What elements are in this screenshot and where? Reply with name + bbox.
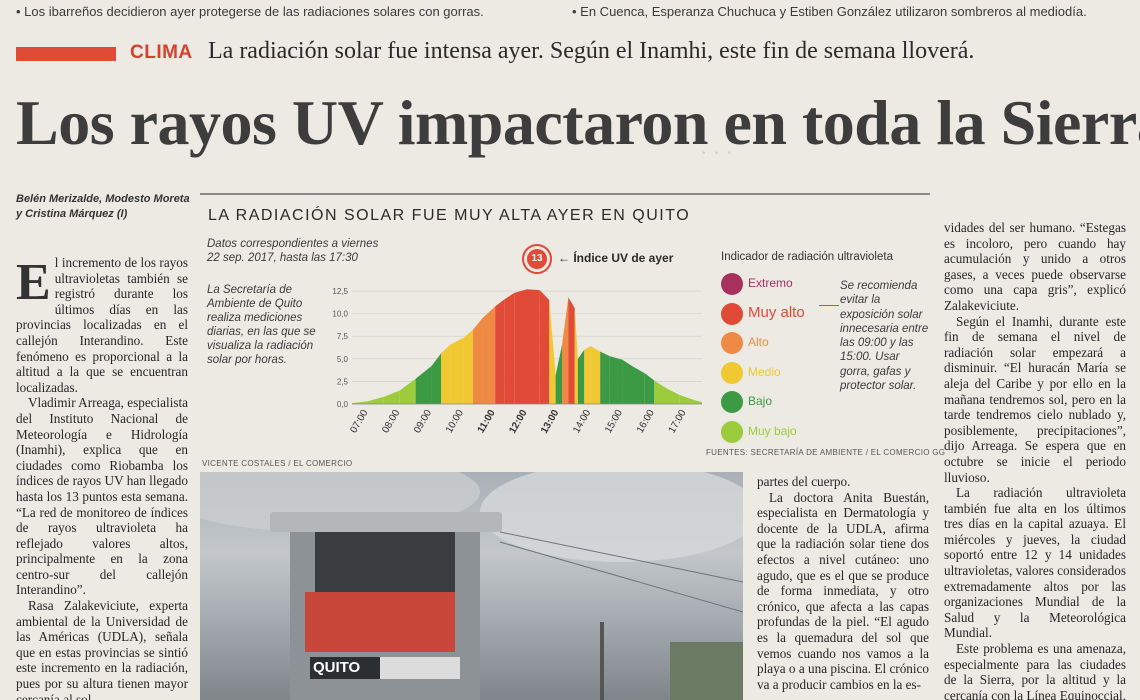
paragraph: Este problema es una amenaza, especialme… xyxy=(944,641,1126,700)
headline: Los rayos UV impactaron en toda la Sierr… xyxy=(16,87,1140,158)
uv-area-slice xyxy=(441,344,451,404)
uv-area-slice xyxy=(574,308,578,404)
x-tick-label: 15:00 xyxy=(603,408,625,436)
uv-area-slice xyxy=(622,359,632,404)
x-tick-label: 08:00 xyxy=(380,408,402,436)
chart-source-note: La Secretaría de Ambiente de Quito reali… xyxy=(207,284,316,366)
legend-title: Indicador de radiación ultravioleta xyxy=(721,251,893,263)
uv-area-slice xyxy=(590,346,601,404)
uv-area-slice xyxy=(514,289,527,404)
uv-area-slice xyxy=(352,401,368,404)
section-kicker: CLIMA xyxy=(130,42,193,63)
x-tick-label: 10:00 xyxy=(444,408,466,436)
y-tick-label: 7,5 xyxy=(337,332,349,341)
uv-area-slice xyxy=(367,396,384,404)
uv-area-slice xyxy=(495,299,505,404)
y-tick-label: 10,0 xyxy=(332,310,348,319)
x-tick-label: 16:00 xyxy=(635,408,657,436)
y-tick-label: 0,0 xyxy=(337,400,349,409)
paragraph: Rasa Zalakeviciute, experta ambiental de… xyxy=(16,598,188,700)
y-tick-label: 12,5 xyxy=(332,287,348,296)
recommendation-note: Se recomienda evitar la exposición solar… xyxy=(840,280,929,393)
kicker-bar xyxy=(16,47,116,61)
uv-area-chart: 0,0 2,5 5,0 7,5 10,0 12,5 07:00 08:00 09:00 10:00… xyxy=(332,287,702,436)
chart-title: LA RADIACIÓN SOLAR FUE MUY ALTA AYER EN … xyxy=(208,207,691,224)
uv-area-slice xyxy=(482,306,496,404)
legend-swatch-5 xyxy=(721,420,743,443)
uv-area-slice xyxy=(549,300,556,404)
uv-area-slice xyxy=(472,318,483,404)
top-caption-left: • Los ibarreños decidieron ayer proteger… xyxy=(16,4,484,19)
uv-area-slice xyxy=(504,292,515,404)
uv-area-slice xyxy=(584,346,591,404)
chart-date-note: Datos correspondientes a viernes 22 sep.… xyxy=(207,238,379,264)
paragraph: La doctora Anita Buestán, especialista e… xyxy=(757,489,929,692)
legend-swatch-1 xyxy=(721,302,743,325)
article-column-2: partes del cuerpo. La doctora Anita Bues… xyxy=(757,474,929,700)
byline: Belén Merizalde, Modesto Moreta y Cristi… xyxy=(16,193,190,220)
legend-swatch-3 xyxy=(721,361,743,384)
legend-label-1: Muy alto xyxy=(748,303,805,321)
paragraph: vidades del ser humano. “Estegas es inco… xyxy=(944,220,1126,313)
uv-index-badge-ring xyxy=(522,244,552,274)
x-tick-label: 09:00 xyxy=(412,408,434,436)
uv-area-slice xyxy=(667,388,680,404)
photo-sign-text: QUITO xyxy=(313,659,361,676)
uv-area-slice xyxy=(450,338,464,404)
news-photo: QUITO xyxy=(200,472,743,700)
uv-area-slice xyxy=(644,373,655,404)
legend-label-3: Medio xyxy=(748,364,781,379)
uv-area-slice xyxy=(577,349,585,404)
uv-area-slice xyxy=(539,290,550,404)
top-caption-right: • En Cuenca, Esperanza Chuchuca y Estibe… xyxy=(572,4,1087,19)
paragraph: partes del cuerpo. xyxy=(757,474,851,489)
photo-illustration xyxy=(200,472,743,700)
uv-area-slice xyxy=(527,289,540,404)
article-column-3: vidades del ser humano. “Estegas es inco… xyxy=(944,220,1126,700)
uv-index-label: ← Índice UV de ayer xyxy=(558,251,674,265)
legend-label-0: Extremo xyxy=(748,276,793,290)
uv-area-slice xyxy=(632,366,645,404)
x-tick-label: 13:00 xyxy=(539,408,562,436)
y-tick-label: 5,0 xyxy=(337,355,349,364)
legend-swatch-4 xyxy=(721,391,743,413)
subheadline: La radiación solar fue intensa ayer. Seg… xyxy=(208,38,975,64)
x-tick-label: 12:00 xyxy=(507,408,530,436)
uv-area-slice xyxy=(415,366,432,404)
uv-area-slice xyxy=(692,399,702,404)
paragraph: La radiación ultravioleta también fue al… xyxy=(944,485,1126,641)
uv-area-slice xyxy=(399,378,416,404)
uv-area-slice xyxy=(679,394,693,404)
legend-swatch-2 xyxy=(721,332,743,354)
paragraph: Según el Inamhi, durante este fin de sem… xyxy=(944,313,1126,485)
paragraph: Vladimir Arreaga, especialista del Insti… xyxy=(16,395,188,598)
drop-cap: E xyxy=(16,255,51,311)
uv-area-slice xyxy=(568,297,575,404)
uv-area-slice xyxy=(654,380,667,404)
recommendation-arrow xyxy=(819,305,839,306)
uv-area-slice xyxy=(600,351,610,404)
uv-area-slice xyxy=(555,345,562,404)
uv-area-slice xyxy=(463,329,473,404)
y-tick-label: 2,5 xyxy=(337,377,349,386)
show-through-texture: · · · xyxy=(700,140,733,165)
legend-label-2: Alto xyxy=(748,335,769,349)
uv-area-slice xyxy=(562,297,569,404)
chart-sources: FUENTES: SECRETARÍA DE AMBIENTE / EL COM… xyxy=(706,448,946,457)
uv-area-slice xyxy=(431,353,442,404)
x-tick-label: 14:00 xyxy=(571,408,593,436)
legend-swatch-0 xyxy=(721,273,743,295)
photo-credit: VICENTE COSTALES / EL COMERCIO xyxy=(202,459,353,468)
x-tick-label: 17:00 xyxy=(667,408,689,436)
chart-rule xyxy=(200,193,930,195)
legend-label-4: Bajo xyxy=(748,394,773,408)
x-tick-label: 11:00 xyxy=(476,408,498,436)
uv-index-badge: 13 xyxy=(527,249,547,269)
legend-label-5: Muy bajo xyxy=(748,423,797,438)
uv-area-slice xyxy=(609,356,623,404)
uv-area-slice xyxy=(383,390,400,404)
x-tick-label: 07:00 xyxy=(348,408,370,436)
